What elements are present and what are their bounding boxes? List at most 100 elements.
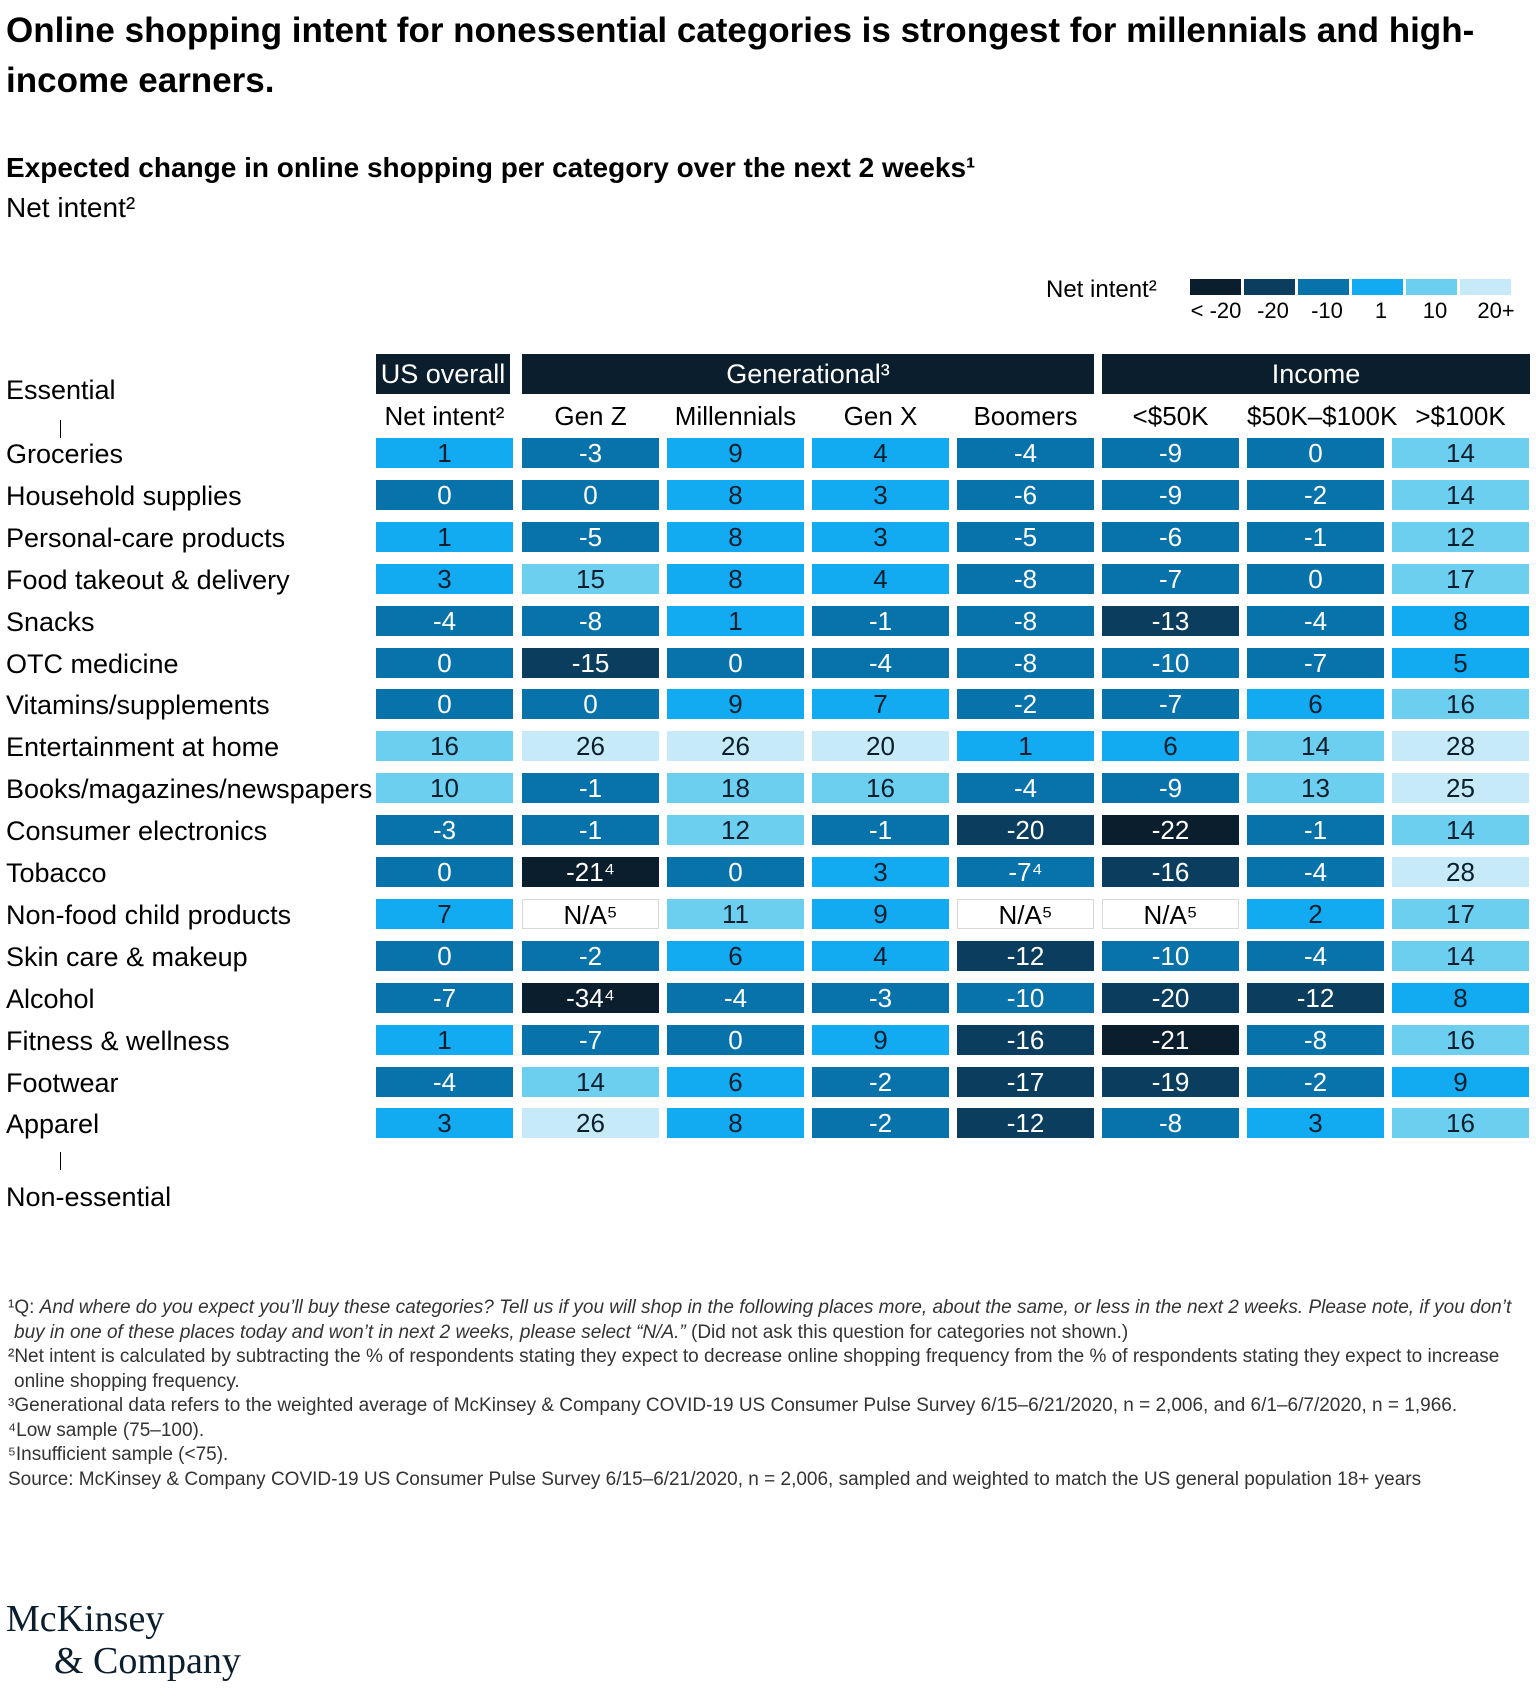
heatmap-cell: -8 [957,563,1094,594]
row-label: Food takeout & delivery [6,564,290,595]
row-label: Books/magazines/newspapers [6,774,373,805]
brand-line-2: & Company [54,1640,241,1682]
heatmap-cell: 8 [667,479,804,510]
heatmap-cell: 1 [957,731,1094,762]
heatmap-cell: -8 [1247,1024,1384,1055]
heatmap-cell: -8 [957,647,1094,678]
heatmap-cell: 28 [1392,731,1529,762]
heatmap-cell: 10 [376,773,513,804]
row-label: Alcohol [6,983,95,1014]
heatmap-cell: N/A⁵ [1102,898,1239,930]
heatmap-cell: 28 [1392,857,1529,887]
legend-swatch-20plus [1460,279,1511,295]
heatmap-cell: -6 [1102,521,1239,552]
heatmap-cell: 1 [376,521,513,552]
heatmap-cell: 14 [1392,815,1529,846]
legend-swatch-1 [1352,279,1403,295]
heatmap-cell: -15 [522,647,659,678]
heatmap-cell: 25 [1392,773,1529,804]
heatmap-cell: 16 [1392,1024,1529,1055]
heatmap-cell: -9 [1102,438,1239,468]
legend-label: -10 [1311,298,1343,323]
row-label: Fitness & wellness [6,1025,230,1056]
group-header-us-overall: US overall [376,354,510,394]
heatmap-cell: 8 [1392,605,1529,636]
heatmap-cell: -9 [1102,773,1239,804]
heatmap-cell: -2 [1247,479,1384,510]
row-label: Household supplies [6,480,242,511]
heatmap-cell: 6 [667,940,804,971]
heatmap-cell: 26 [522,1108,659,1139]
heatmap-cell: 4 [812,940,949,971]
heatmap-cell: 0 [667,647,804,678]
heatmap-cell: -8 [522,605,659,636]
heatmap-cell: -1 [1247,521,1384,552]
column-header: Gen Z [554,401,627,431]
heatmap-cell: -12 [1247,982,1384,1013]
heatmap-cell: 0 [522,689,659,720]
heatmap-cell: 26 [667,731,804,762]
heatmap-cell: -17 [957,1066,1094,1097]
column-header: Gen X [843,401,918,431]
heatmap-cell: -2 [522,940,659,971]
heatmap-cell: -7 [1102,689,1239,720]
heatmap-cell: 14 [1392,438,1529,468]
heatmap-cell: -7 [376,982,513,1013]
heatmap-cell: -2 [1247,1066,1384,1097]
heatmap-cell: -5 [957,521,1094,552]
heatmap-cell: -7 [1102,563,1239,594]
heatmap-cell: 12 [1392,521,1529,552]
brand-logo: McKinsey & Company [6,1598,241,1682]
heatmap-cell: N/A⁵ [957,898,1094,930]
heatmap-cell: -19 [1102,1066,1239,1097]
legend-label: 20+ [1477,298,1515,323]
heatmap-cell: 0 [667,857,804,887]
heatmap-cell: 14 [1392,940,1529,971]
heatmap-cell: -34⁴ [522,982,659,1013]
heatmap-cell: -3 [812,982,949,1013]
heatmap-cell: -1 [522,773,659,804]
heatmap-cell: -22 [1102,815,1239,846]
heatmap-cell: -4 [1247,605,1384,636]
heatmap-cell: 17 [1392,563,1529,594]
arrow-down-icon [60,1152,61,1170]
row-label: Footwear [6,1067,119,1098]
heatmap-cell: -10 [1102,647,1239,678]
heatmap-cell: 4 [812,438,949,468]
heatmap-cell: 12 [667,815,804,846]
heatmap-cell: 3 [812,479,949,510]
heatmap-cell: -4 [376,605,513,636]
heatmap-cell: 14 [1247,731,1384,762]
heatmap-cell: 17 [1392,898,1529,929]
heatmap-cell: -4 [1247,857,1384,887]
heatmap-cell: 5 [1392,647,1529,678]
heatmap-cell: 3 [812,521,949,552]
row-label: Snacks [6,606,95,637]
axis-label-essential: Essential [6,375,116,405]
row-label: Groceries [6,439,124,469]
heatmap-cell: -8 [957,605,1094,636]
heatmap-cell: -10 [957,982,1094,1013]
heatmap-cell: 18 [667,773,804,804]
legend-swatch-lt-neg20 [1190,279,1241,295]
footnote-4: ⁴Low sample (75–100). [8,1419,205,1441]
heatmap-cell: 14 [522,1066,659,1097]
heatmap-cell: 26 [522,731,659,762]
heatmap-cell: -13 [1102,605,1239,636]
legend-swatch-neg10 [1298,279,1349,295]
heatmap-cell: -4 [1247,940,1384,971]
heatmap-cell: -21 [1102,1024,1239,1055]
heatmap-cell: -7 [522,1024,659,1055]
row-label: Vitamins/supplements [6,690,270,721]
heatmap-cell: 6 [1102,731,1239,762]
heatmap-cell: 3 [1247,1108,1384,1139]
heatmap-cell: 9 [1392,1066,1529,1097]
group-header-generational: Generational³ [522,354,1094,394]
heatmap-cell: N/A⁵ [522,898,659,930]
footnote-1-mark: ¹Q: [8,1297,40,1318]
axis-label-non-essential: Non-essential [6,1182,172,1212]
heatmap-cell: 3 [376,563,513,594]
heatmap-cell: -20 [957,815,1094,846]
heatmap-cell: 1 [376,438,513,468]
heatmap-cell: -8 [1102,1108,1239,1139]
